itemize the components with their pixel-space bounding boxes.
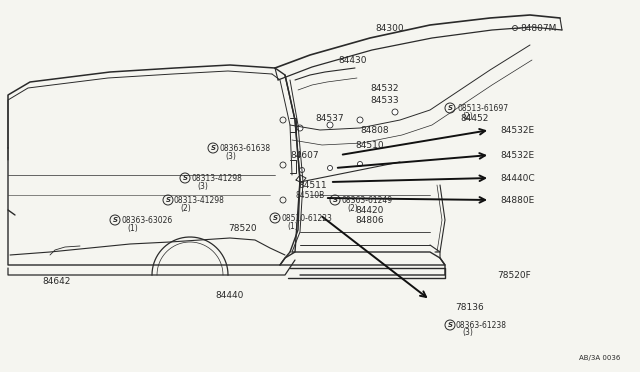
Text: S: S [113,217,118,223]
Text: (1): (1) [287,221,298,231]
Text: AB/3A 0036: AB/3A 0036 [579,355,620,361]
Circle shape [328,166,333,170]
Text: 84607: 84607 [290,151,319,160]
Text: S: S [333,197,337,203]
Text: 08363-61238: 08363-61238 [456,321,507,330]
Text: 84537: 84537 [315,113,344,122]
Text: (2): (2) [462,112,473,121]
Text: 08313-41298: 08313-41298 [174,196,225,205]
Text: 84510B: 84510B [296,190,325,199]
Text: (2): (2) [180,203,191,212]
Text: 84808: 84808 [360,125,388,135]
Text: 84642: 84642 [42,278,70,286]
Text: S: S [166,197,170,203]
Text: 84420: 84420 [355,205,383,215]
Text: S: S [182,175,188,181]
Text: 84807M: 84807M [520,23,556,32]
Text: 84806: 84806 [355,215,383,224]
Text: 08363-61249: 08363-61249 [341,196,392,205]
Text: 84532: 84532 [370,83,399,93]
Text: S: S [447,322,452,328]
Circle shape [392,109,398,115]
Text: 08363-61638: 08363-61638 [219,144,270,153]
Text: 84430: 84430 [338,55,367,64]
Text: 84440C: 84440C [500,173,534,183]
Circle shape [358,161,362,167]
Text: 84532E: 84532E [500,125,534,135]
Text: 08513-61697: 08513-61697 [457,103,508,112]
Text: S: S [273,215,278,221]
Text: S: S [447,105,452,111]
Circle shape [327,122,333,128]
Text: 08313-41298: 08313-41298 [191,173,242,183]
Text: (2): (2) [347,203,358,212]
Text: 78520F: 78520F [497,270,531,279]
Text: 84533: 84533 [370,96,399,105]
Text: (1): (1) [127,224,138,232]
Circle shape [300,167,305,173]
Text: 78520: 78520 [228,224,257,232]
Text: (3): (3) [197,182,208,190]
Circle shape [297,125,303,131]
Text: 78136: 78136 [455,304,484,312]
Text: (3): (3) [462,328,473,337]
Text: 84440: 84440 [215,292,243,301]
Text: 08510-61223: 08510-61223 [281,214,332,222]
Text: 84532E: 84532E [500,151,534,160]
Text: 84300: 84300 [376,23,404,32]
Circle shape [357,117,363,123]
Text: 08363-63026: 08363-63026 [121,215,172,224]
Text: 84510: 84510 [355,141,383,150]
Text: 84511: 84511 [298,180,326,189]
Text: S: S [211,145,216,151]
Text: 84880E: 84880E [500,196,534,205]
Text: (3): (3) [225,151,236,160]
Text: 84452: 84452 [460,113,488,122]
